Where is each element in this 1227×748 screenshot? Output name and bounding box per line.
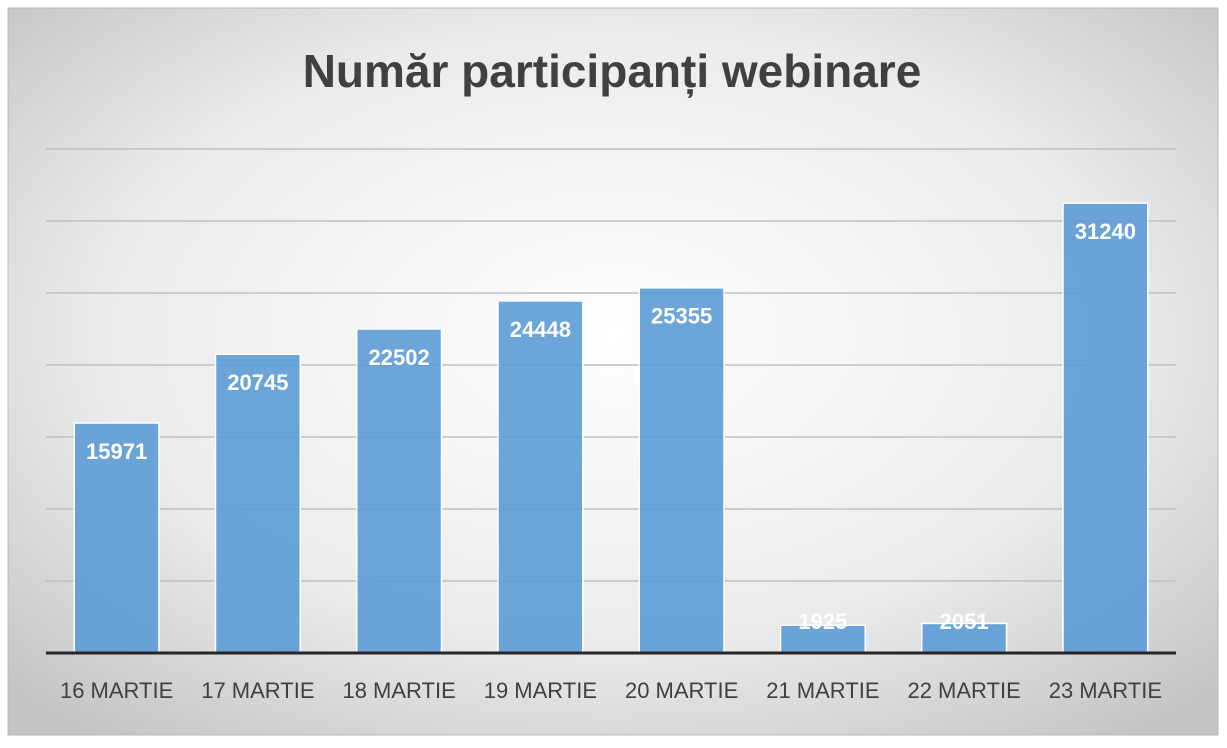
data-label: 20745 — [227, 370, 288, 395]
x-tick-label: 21 MARTIE — [766, 678, 879, 703]
x-tick-label: 18 MARTIE — [342, 678, 455, 703]
data-label: 2051 — [940, 609, 989, 634]
data-label: 25355 — [651, 304, 712, 329]
data-label: 31240 — [1075, 219, 1136, 244]
data-label: 24448 — [510, 317, 571, 342]
data-label: 1925 — [798, 609, 847, 634]
chart-title: Număr participanți webinare — [303, 45, 922, 98]
chart-background — [7, 7, 1219, 736]
data-label: 15971 — [86, 439, 147, 464]
bar — [356, 328, 443, 654]
bar — [73, 422, 160, 654]
bar — [497, 300, 584, 654]
data-label: 22502 — [369, 345, 430, 370]
x-tick-label: 22 MARTIE — [907, 678, 1020, 703]
bar — [1062, 202, 1149, 654]
x-tick-label: 20 MARTIE — [625, 678, 738, 703]
x-tick-label: 19 MARTIE — [484, 678, 597, 703]
bar — [638, 287, 725, 654]
x-tick-label: 16 MARTIE — [60, 678, 173, 703]
bar — [214, 353, 301, 654]
x-tick-label: 23 MARTIE — [1049, 678, 1162, 703]
bar — [921, 622, 1008, 654]
x-tick-label: 17 MARTIE — [201, 678, 314, 703]
